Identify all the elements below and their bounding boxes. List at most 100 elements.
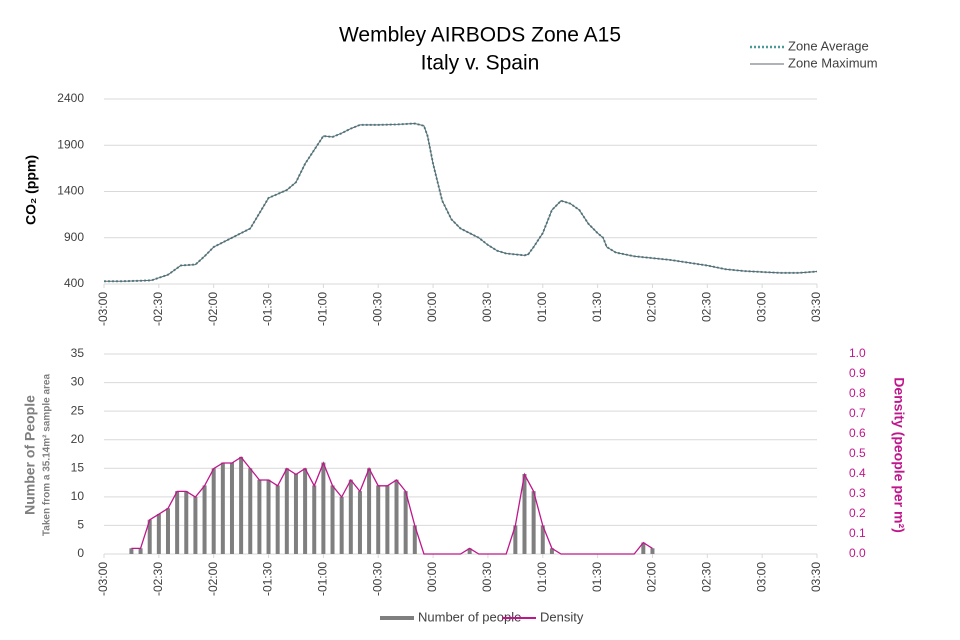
y2-tick-label: 0.0: [849, 546, 866, 560]
x-tick-label: -00:30: [370, 562, 384, 596]
x-tick-label: -00:30: [370, 292, 384, 326]
x-tick-label: 03:00: [754, 292, 768, 322]
bar: [367, 468, 372, 554]
y2-tick-label: 0.5: [849, 446, 866, 460]
data-line: [104, 123, 818, 282]
y2-tick-label: 0.8: [849, 386, 866, 400]
y-tick-label: 1900: [57, 137, 84, 151]
y-tick-label: 5: [77, 518, 84, 532]
bar: [522, 474, 527, 554]
x-tick-label: -01:30: [261, 292, 275, 326]
legend-label: Zone Average: [788, 38, 869, 53]
x-tick-label: -03:00: [96, 292, 110, 326]
bar: [257, 479, 262, 554]
y-tick-label: 30: [71, 375, 85, 389]
y2-tick-label: 0.4: [849, 466, 866, 480]
y2-tick-label: 0.6: [849, 426, 866, 440]
x-tick-label: 02:00: [645, 292, 659, 322]
bar: [376, 485, 381, 554]
x-tick-label: 00:30: [480, 562, 494, 592]
bar: [641, 542, 646, 554]
y2-tick-label: 1.0: [849, 346, 866, 360]
data-line: [131, 456, 653, 555]
y2-tick-label: 0.9: [849, 366, 866, 380]
bar: [403, 491, 408, 554]
bar: [229, 462, 234, 554]
x-tick-label: -02:00: [206, 562, 220, 596]
bar: [202, 485, 207, 554]
y-axis-label: Number of People: [22, 395, 38, 515]
x-tick-label: -02:00: [206, 292, 220, 326]
bar: [284, 468, 289, 554]
bar: [513, 525, 518, 554]
bar: [348, 479, 353, 554]
x-tick-label: 01:30: [590, 562, 604, 592]
y-tick-label: 1400: [57, 184, 84, 198]
bar: [184, 491, 189, 554]
x-tick-label: -02:30: [151, 292, 165, 326]
y2-tick-label: 0.2: [849, 506, 866, 520]
y-tick-label: 20: [71, 432, 85, 446]
y-tick-label: 900: [64, 230, 84, 244]
y-tick-label: 0: [77, 546, 84, 560]
y-tick-label: 400: [64, 276, 84, 290]
legend-label: Zone Maximum: [788, 55, 878, 70]
data-line: [104, 122, 818, 283]
bar: [467, 548, 472, 554]
y-tick-label: 10: [71, 489, 85, 503]
x-tick-label: 03:30: [809, 562, 823, 592]
legend-label: Number of people: [418, 609, 521, 624]
x-tick-label: -03:00: [96, 562, 110, 596]
bar: [540, 525, 545, 554]
bar: [394, 479, 399, 554]
y2-tick-label: 0.3: [849, 486, 866, 500]
bar: [412, 525, 417, 554]
x-tick-label: 00:30: [480, 292, 494, 322]
x-tick-label: 02:30: [699, 562, 713, 592]
bar: [220, 462, 225, 554]
x-tick-label: 01:00: [535, 562, 549, 592]
x-tick-label: 01:30: [590, 292, 604, 322]
bar: [248, 468, 253, 554]
bar: [239, 456, 244, 554]
bar: [339, 496, 344, 554]
y2-tick-label: 0.7: [849, 406, 866, 420]
bar: [275, 485, 280, 554]
x-tick-label: -01:00: [316, 292, 330, 326]
x-tick-label: 00:00: [425, 562, 439, 592]
x-tick-label: 00:00: [425, 292, 439, 322]
y2-tick-label: 0.1: [849, 526, 866, 540]
x-tick-label: 03:30: [809, 292, 823, 322]
x-tick-label: 01:00: [535, 292, 549, 322]
y2-axis-label: Density (people per m²): [891, 377, 907, 533]
y-tick-label: 15: [71, 460, 85, 474]
x-tick-label: 02:30: [699, 292, 713, 322]
bar: [385, 485, 390, 554]
x-tick-label: 03:00: [754, 562, 768, 592]
bar: [266, 479, 271, 554]
x-tick-label: 02:00: [645, 562, 659, 592]
bar: [156, 514, 161, 554]
bar: [330, 485, 335, 554]
y-tick-label: 35: [71, 346, 85, 360]
bar: [549, 548, 554, 554]
bar: [293, 474, 298, 554]
bar: [193, 496, 198, 554]
x-tick-label: -01:00: [316, 562, 330, 596]
x-tick-label: -02:30: [151, 562, 165, 596]
chart-title: Wembley AIRBODS Zone A15: [339, 24, 621, 47]
bar: [312, 485, 317, 554]
y-axis-note: Taken from a 35.14m² sample area: [42, 374, 53, 537]
bar: [138, 548, 143, 554]
y-tick-label: 2400: [57, 91, 84, 105]
bar: [531, 491, 536, 554]
y-tick-label: 25: [71, 403, 85, 417]
bar: [147, 519, 152, 554]
y-axis-label: CO₂ (ppm): [23, 155, 39, 225]
chart-subtitle: Italy v. Spain: [421, 52, 540, 75]
legend-label: Density: [540, 609, 584, 624]
bar: [650, 548, 655, 554]
bar: [165, 508, 170, 554]
bar: [321, 462, 326, 554]
